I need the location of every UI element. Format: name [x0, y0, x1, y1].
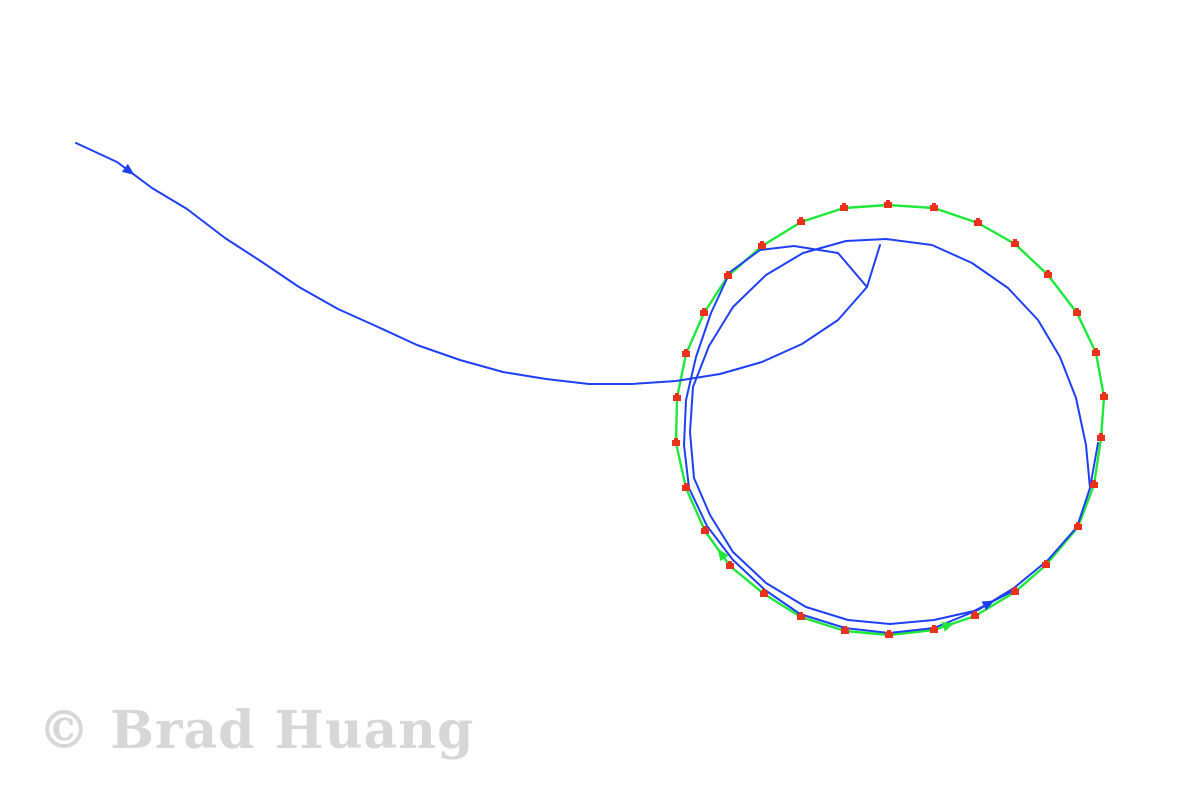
direction-arrow-layer: [121, 163, 995, 632]
waypoint-marker: [1092, 350, 1100, 356]
waypoint-marker-tick: [684, 349, 688, 352]
waypoint-marker: [1042, 562, 1050, 568]
waypoint-marker-tick: [702, 308, 706, 311]
waypoint-marker: [884, 202, 892, 208]
waypoint-marker: [724, 273, 732, 279]
waypoint-marker-tick: [1076, 522, 1080, 525]
waypoint-marker: [1011, 241, 1019, 247]
waypoint-marker-tick: [799, 217, 803, 220]
waypoint-marker-tick: [1046, 270, 1050, 273]
waypoint-marker: [682, 485, 690, 491]
waypoint-marker: [758, 243, 766, 249]
waypoint-marker: [1097, 435, 1105, 441]
waypoint-marker-tick: [843, 626, 847, 629]
waypoint-marker: [673, 395, 681, 401]
measured-path-segment-1: [75, 142, 881, 385]
waypoint-marker: [971, 613, 979, 619]
waypoint-marker-tick: [973, 611, 977, 614]
waypoint-marker-tick: [1099, 433, 1103, 436]
waypoint-marker-tick: [703, 526, 707, 529]
waypoint-marker-tick: [887, 630, 891, 633]
waypoint-marker: [1074, 524, 1082, 530]
waypoint-marker-tick: [762, 589, 766, 592]
waypoint-marker: [700, 310, 708, 316]
waypoint-marker: [1100, 394, 1108, 400]
waypoint-marker-tick: [1102, 392, 1106, 395]
waypoint-marker-tick: [1013, 587, 1017, 590]
waypoint-marker-tick: [886, 200, 890, 203]
waypoint-marker-tick: [842, 203, 846, 206]
waypoint-marker-tick: [932, 203, 936, 206]
measured-path-segment-2: [683, 245, 1099, 634]
waypoint-marker: [841, 628, 849, 634]
waypoint-marker-tick: [728, 561, 732, 564]
waypoint-marker: [885, 632, 893, 638]
waypoint-marker: [930, 205, 938, 211]
waypoint-marker: [701, 528, 709, 534]
waypoint-marker-tick: [760, 241, 764, 244]
waypoint-marker: [1073, 310, 1081, 316]
measured-direction-arrow: [121, 163, 135, 175]
measured-path-layer: [75, 142, 1099, 634]
waypoint-marker: [1044, 272, 1052, 278]
waypoint-marker: [726, 563, 734, 569]
waypoint-marker-tick: [1092, 480, 1096, 483]
waypoint-marker: [797, 219, 805, 225]
reference-direction-arrow: [941, 622, 955, 632]
measured-path-segment-3: [689, 238, 1091, 625]
waypoint-marker: [1090, 482, 1098, 488]
waypoint-marker-tick: [1044, 560, 1048, 563]
waypoint-marker-tick: [976, 218, 980, 221]
copyright-watermark: © Brad Huang: [38, 700, 475, 761]
waypoint-marker-tick: [675, 393, 679, 396]
waypoint-marker: [840, 205, 848, 211]
waypoint-marker: [672, 440, 680, 446]
waypoint-marker-tick: [1075, 308, 1079, 311]
waypoint-marker: [760, 591, 768, 597]
waypoint-marker-tick: [674, 438, 678, 441]
waypoint-marker-tick: [1013, 239, 1017, 242]
waypoint-marker-tick: [799, 612, 803, 615]
reference-path-layer: [674, 203, 1106, 637]
waypoint-marker-tick: [726, 271, 730, 274]
waypoint-marker-tick: [1094, 348, 1098, 351]
measured-direction-arrow: [981, 600, 995, 611]
waypoint-marker-tick: [684, 483, 688, 486]
waypoint-marker: [1011, 589, 1019, 595]
reference-path: [674, 203, 1106, 637]
waypoint-marker: [930, 627, 938, 633]
waypoint-marker: [682, 351, 690, 357]
waypoint-marker-tick: [932, 625, 936, 628]
reference-direction-arrow: [717, 548, 729, 562]
marker-layer: [672, 200, 1108, 638]
waypoint-marker: [797, 614, 805, 620]
waypoint-marker: [974, 220, 982, 226]
